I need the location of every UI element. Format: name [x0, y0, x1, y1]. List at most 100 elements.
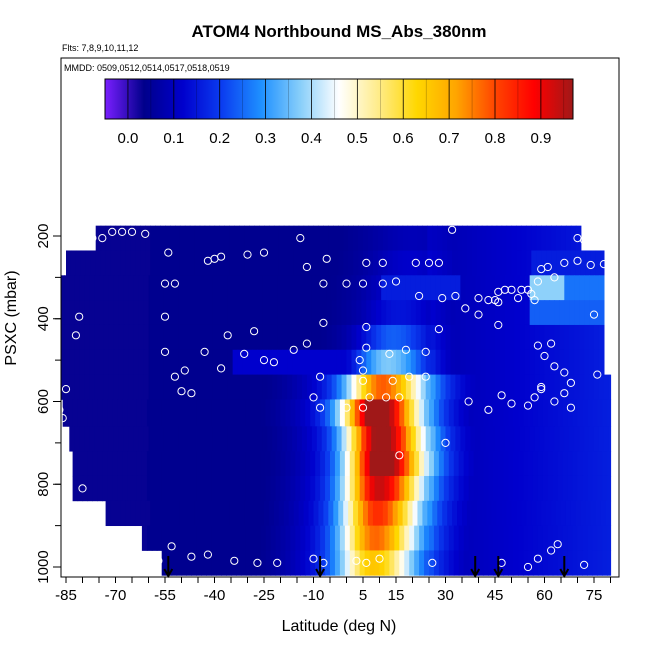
heatmap-cell — [268, 250, 275, 276]
heatmap-cell — [163, 324, 169, 351]
heatmap-cell — [386, 426, 392, 452]
heatmap-cell — [504, 374, 511, 400]
sample-point — [358, 376, 368, 385]
heatmap-cell — [320, 550, 326, 576]
heatmap-cell — [300, 399, 306, 427]
heatmap-cell — [404, 550, 410, 576]
heatmap-cell — [209, 250, 216, 276]
sample-point — [187, 389, 196, 398]
heatmap-cell — [334, 525, 341, 551]
heatmap-cell — [415, 275, 422, 301]
sample-point — [316, 372, 325, 381]
heatmap-cell — [554, 426, 560, 452]
heatmap-cell — [354, 451, 361, 477]
heatmap-cell — [198, 324, 204, 351]
sample-points — [61, 225, 609, 572]
sample-point — [566, 403, 576, 412]
heatmap-cell — [280, 399, 287, 427]
heatmap-cell — [336, 324, 343, 351]
heatmap-cell — [135, 250, 141, 276]
sample-point — [448, 225, 457, 234]
heatmap-cell — [354, 525, 361, 551]
heatmap-cell — [589, 300, 595, 326]
heatmap-cell — [280, 525, 287, 551]
sample-point — [533, 277, 543, 286]
heatmap-cell — [445, 349, 452, 375]
heatmap-cell — [72, 451, 79, 477]
heatmap-cell — [366, 275, 372, 301]
heatmap-cell — [569, 374, 575, 400]
heatmap-cell — [495, 324, 501, 351]
heatmap-cell — [123, 275, 130, 301]
heatmap-cell — [295, 451, 301, 477]
heatmap-cell — [417, 250, 423, 276]
heatmap-cell — [404, 451, 410, 477]
heatmap-cell — [211, 475, 217, 502]
colorbar-tick-label: 0.4 — [301, 130, 322, 147]
heatmap-cell — [99, 324, 105, 351]
heatmap-cell — [260, 550, 267, 576]
heatmap-cell — [513, 525, 519, 551]
heatmap-cell — [216, 451, 222, 477]
heatmap-cell — [529, 349, 536, 375]
heatmap-cell — [381, 374, 387, 400]
heatmap-cell — [415, 374, 422, 400]
heatmap-cell — [165, 250, 171, 276]
sample-point — [550, 273, 559, 282]
heatmap-cell — [74, 374, 80, 400]
sample-point — [375, 554, 384, 563]
heatmap-cell — [552, 525, 559, 551]
heatmap-cell — [582, 475, 588, 502]
heatmap-cell — [277, 300, 283, 326]
heatmap-cell — [282, 374, 288, 400]
heatmap-cell — [262, 275, 268, 301]
heatmap-cell — [460, 374, 466, 400]
heatmap-cell — [146, 475, 153, 502]
heatmap-cell — [262, 426, 268, 452]
heatmap-cell — [539, 374, 546, 400]
heatmap-cell — [559, 374, 565, 400]
heatmap-cell — [490, 349, 496, 375]
heatmap-cell — [169, 225, 176, 251]
heatmap-cell — [171, 475, 178, 502]
heatmap-cell — [584, 374, 590, 400]
heatmap-cell — [239, 500, 245, 527]
heatmap-cell — [359, 475, 366, 502]
heatmap-cell — [315, 475, 321, 502]
heatmap-cell — [224, 225, 230, 251]
heatmap-cell — [499, 374, 506, 400]
heatmap-cell — [572, 399, 579, 427]
heatmap-cell — [495, 426, 501, 452]
heatmap-cell — [277, 426, 283, 452]
heatmap-cell — [240, 451, 247, 477]
heatmap-cell — [478, 399, 485, 427]
heatmap-cell — [579, 275, 585, 301]
heatmap-cell — [194, 500, 201, 527]
heatmap-cell — [151, 525, 158, 551]
heatmap-cell — [471, 250, 478, 276]
heatmap-cell — [509, 275, 516, 301]
heatmap-cell — [306, 374, 313, 400]
heatmap-cell — [420, 426, 427, 452]
heatmap-cell — [264, 225, 270, 251]
heatmap-cell — [306, 275, 313, 301]
heatmap-cell — [292, 275, 298, 301]
heatmap-cell — [217, 374, 224, 400]
heatmap-cell — [539, 426, 546, 452]
heatmap-cell — [447, 500, 453, 527]
heatmap-cell — [222, 374, 229, 400]
heatmap-cell — [84, 275, 90, 301]
heatmap-cell — [389, 399, 395, 427]
heatmap-cell — [95, 250, 102, 276]
heatmap-cell — [204, 225, 211, 251]
heatmap-cell — [212, 426, 219, 452]
heatmap-cell — [280, 550, 287, 576]
heatmap-cell — [579, 349, 585, 375]
heatmap-cell — [485, 275, 491, 301]
heatmap-cell — [367, 250, 374, 276]
heatmap-cell — [371, 374, 377, 400]
heatmap-cell — [476, 225, 483, 251]
heatmap-cell — [82, 451, 89, 477]
heatmap-cell — [79, 374, 85, 400]
heatmap-cell — [143, 324, 150, 351]
